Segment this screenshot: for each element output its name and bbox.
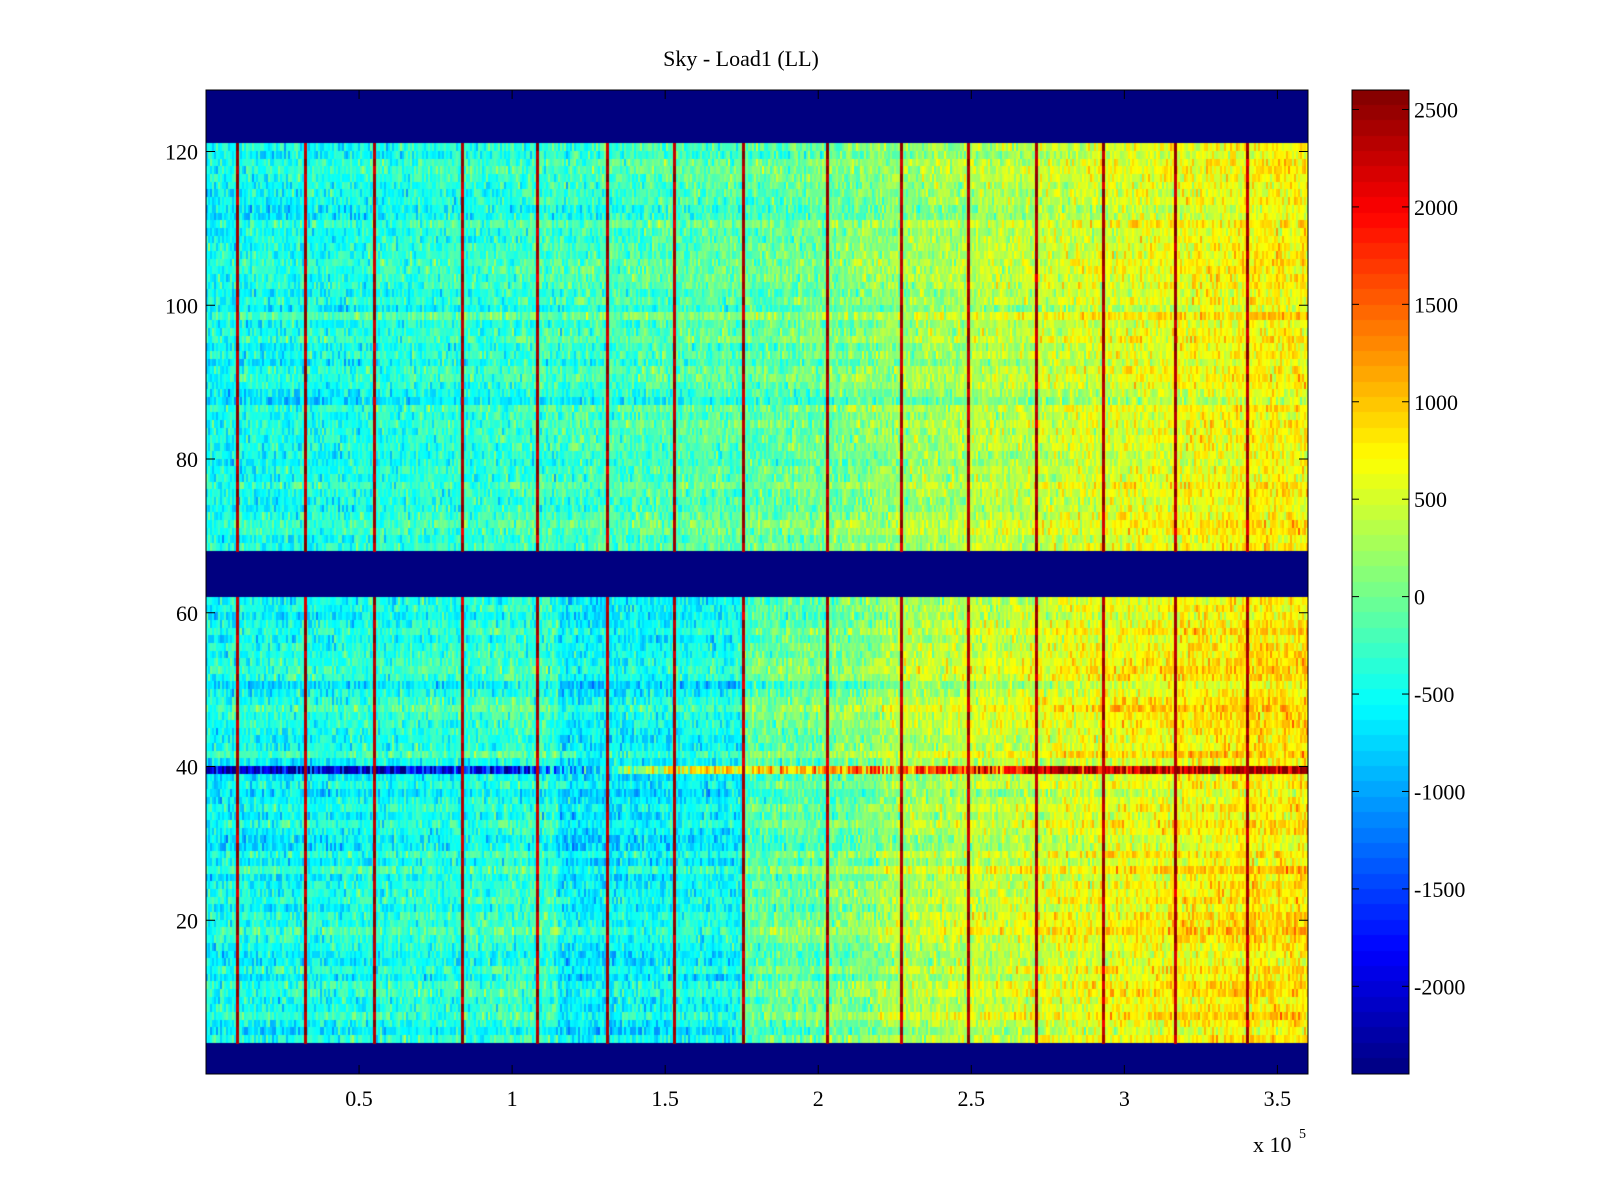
colorbar-tick-label: -1500 [1414, 877, 1465, 902]
chart-title: Sky - Load1 (LL) [663, 46, 819, 71]
colorbar-ticks: -2000 -1500 -1000 -500 0 500 1000 1500 2000 2500 [1352, 97, 1465, 999]
x-multiplier: x 10 5 [1253, 1127, 1306, 1157]
y-tick-label: 80 [176, 447, 198, 472]
x-multiplier-label: x 10 [1253, 1132, 1292, 1157]
colorbar-frame [1351, 89, 1410, 1075]
heatmap-image [206, 90, 1308, 1074]
x-tick-label: 3 [1119, 1086, 1130, 1111]
heatmap-plot-area [205, 89, 1309, 1075]
colorbar-tick-label: 0 [1414, 585, 1425, 610]
x-axis: 0.5 1 1.5 2 2.5 3 3.5 [345, 90, 1291, 1111]
y-axis: 20 40 60 80 100 120 [165, 140, 1308, 933]
x-multiplier-exponent: 5 [1299, 1127, 1306, 1142]
y-tick-label: 40 [176, 755, 198, 780]
colorbar: -2000 -1500 -1000 -500 0 500 1000 1500 2000 2500 [1351, 89, 1465, 1075]
x-tick-label: 2.5 [958, 1086, 986, 1111]
colorbar-tick-label: 1000 [1414, 390, 1458, 415]
x-tick-label: 1 [507, 1086, 518, 1111]
colorbar-tick-label: 2500 [1414, 97, 1458, 122]
colorbar-tick-label: -2000 [1414, 974, 1465, 999]
y-tick-label: 100 [165, 293, 198, 318]
y-tick-label: 20 [176, 908, 198, 933]
x-tick-label: 3.5 [1264, 1086, 1292, 1111]
y-tick-label: 120 [165, 140, 198, 165]
colorbar-tick-label: 2000 [1414, 195, 1458, 220]
x-tick-label: 0.5 [345, 1086, 373, 1111]
colorbar-tick-label: -500 [1414, 682, 1454, 707]
colorbar-tick-label: -1000 [1414, 779, 1465, 804]
y-tick-label: 60 [176, 601, 198, 626]
colorbar-tick-label: 500 [1414, 487, 1447, 512]
plot-frame [205, 89, 1309, 1075]
colorbar-gradient [1352, 90, 1409, 1074]
x-tick-label: 1.5 [651, 1086, 679, 1111]
colorbar-tick-label: 1500 [1414, 292, 1458, 317]
x-tick-label: 2 [813, 1086, 824, 1111]
